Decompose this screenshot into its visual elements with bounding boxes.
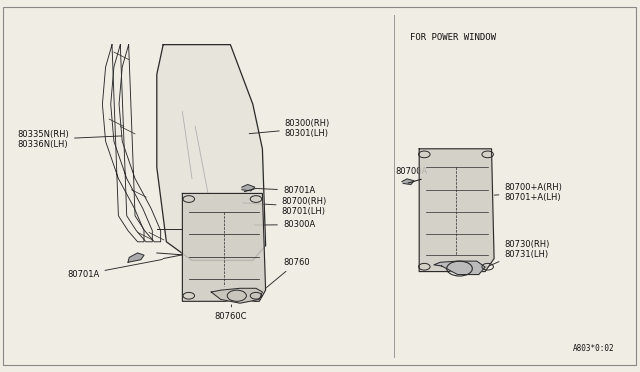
FancyBboxPatch shape: [3, 7, 636, 365]
Text: A803*0:02: A803*0:02: [573, 344, 614, 353]
Text: 80300A: 80300A: [254, 220, 315, 229]
Polygon shape: [242, 185, 255, 191]
Text: 80701A: 80701A: [253, 186, 315, 195]
Polygon shape: [419, 149, 494, 272]
Polygon shape: [128, 253, 144, 262]
Text: 80701A: 80701A: [67, 259, 163, 279]
Polygon shape: [402, 179, 414, 185]
Text: 80730(RH)
80731(LH): 80730(RH) 80731(LH): [486, 240, 550, 267]
Polygon shape: [434, 261, 485, 275]
Text: 80700A: 80700A: [396, 167, 428, 182]
Text: 80335N(RH)
80336N(LH): 80335N(RH) 80336N(LH): [17, 130, 122, 149]
Polygon shape: [182, 193, 266, 301]
Text: FOR POWER WINDOW: FOR POWER WINDOW: [410, 33, 495, 42]
Polygon shape: [157, 45, 266, 260]
Text: 80700(RH)
80701(LH): 80700(RH) 80701(LH): [243, 197, 327, 216]
Polygon shape: [211, 288, 262, 303]
Text: 80300(RH)
80301(LH): 80300(RH) 80301(LH): [249, 119, 330, 138]
Text: 80760: 80760: [263, 258, 310, 290]
Text: 80700+A(RH)
80701+A(LH): 80700+A(RH) 80701+A(LH): [494, 183, 562, 202]
Text: 80760C: 80760C: [214, 305, 247, 321]
